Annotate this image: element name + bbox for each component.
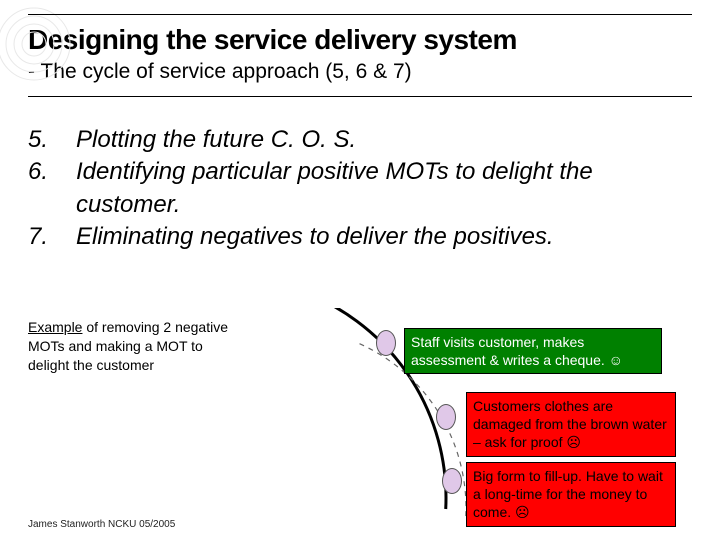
slide-subtitle: - The cycle of service approach (5, 6 & … <box>28 60 692 84</box>
list-item: 6. Identifying particular positive MOTs … <box>28 156 692 221</box>
example-note: Example of removing 2 negative MOTs and … <box>28 318 228 375</box>
list-item: 5. Plotting the future C. O. S. <box>28 124 692 156</box>
box-green: Staff visits customer, makes assessment … <box>404 328 662 374</box>
title-rule-bottom <box>28 96 692 97</box>
cycle-diagram: Staff visits customer, makes assessment … <box>246 308 718 528</box>
mot-dot <box>436 404 456 430</box>
list-num: 6. <box>28 156 76 221</box>
list-text: Plotting the future C. O. S. <box>76 124 692 156</box>
example-underlined: Example <box>28 319 82 335</box>
mot-dot <box>442 468 462 494</box>
slide-title: Designing the service delivery system <box>28 24 692 56</box>
slide: Designing the service delivery system - … <box>0 0 720 540</box>
box-red-2: Big form to fill-up. Have to wait a long… <box>466 462 676 527</box>
list-text: Eliminating negatives to deliver the pos… <box>76 221 692 253</box>
list-item: 7. Eliminating negatives to deliver the … <box>28 221 692 253</box>
list-text: Identifying particular positive MOTs to … <box>76 156 692 221</box>
list-num: 5. <box>28 124 76 156</box>
decorative-rings <box>0 4 74 84</box>
lower-region: Example of removing 2 negative MOTs and … <box>28 318 692 530</box>
title-rule-top <box>28 14 692 15</box>
footer-credit: James Stanworth NCKU 05/2005 <box>28 519 175 530</box>
numbered-list: 5. Plotting the future C. O. S. 6. Ident… <box>28 124 692 254</box>
mot-dot <box>376 330 396 356</box>
list-num: 7. <box>28 221 76 253</box>
box-red-1: Customers clothes are damaged from the b… <box>466 392 676 457</box>
